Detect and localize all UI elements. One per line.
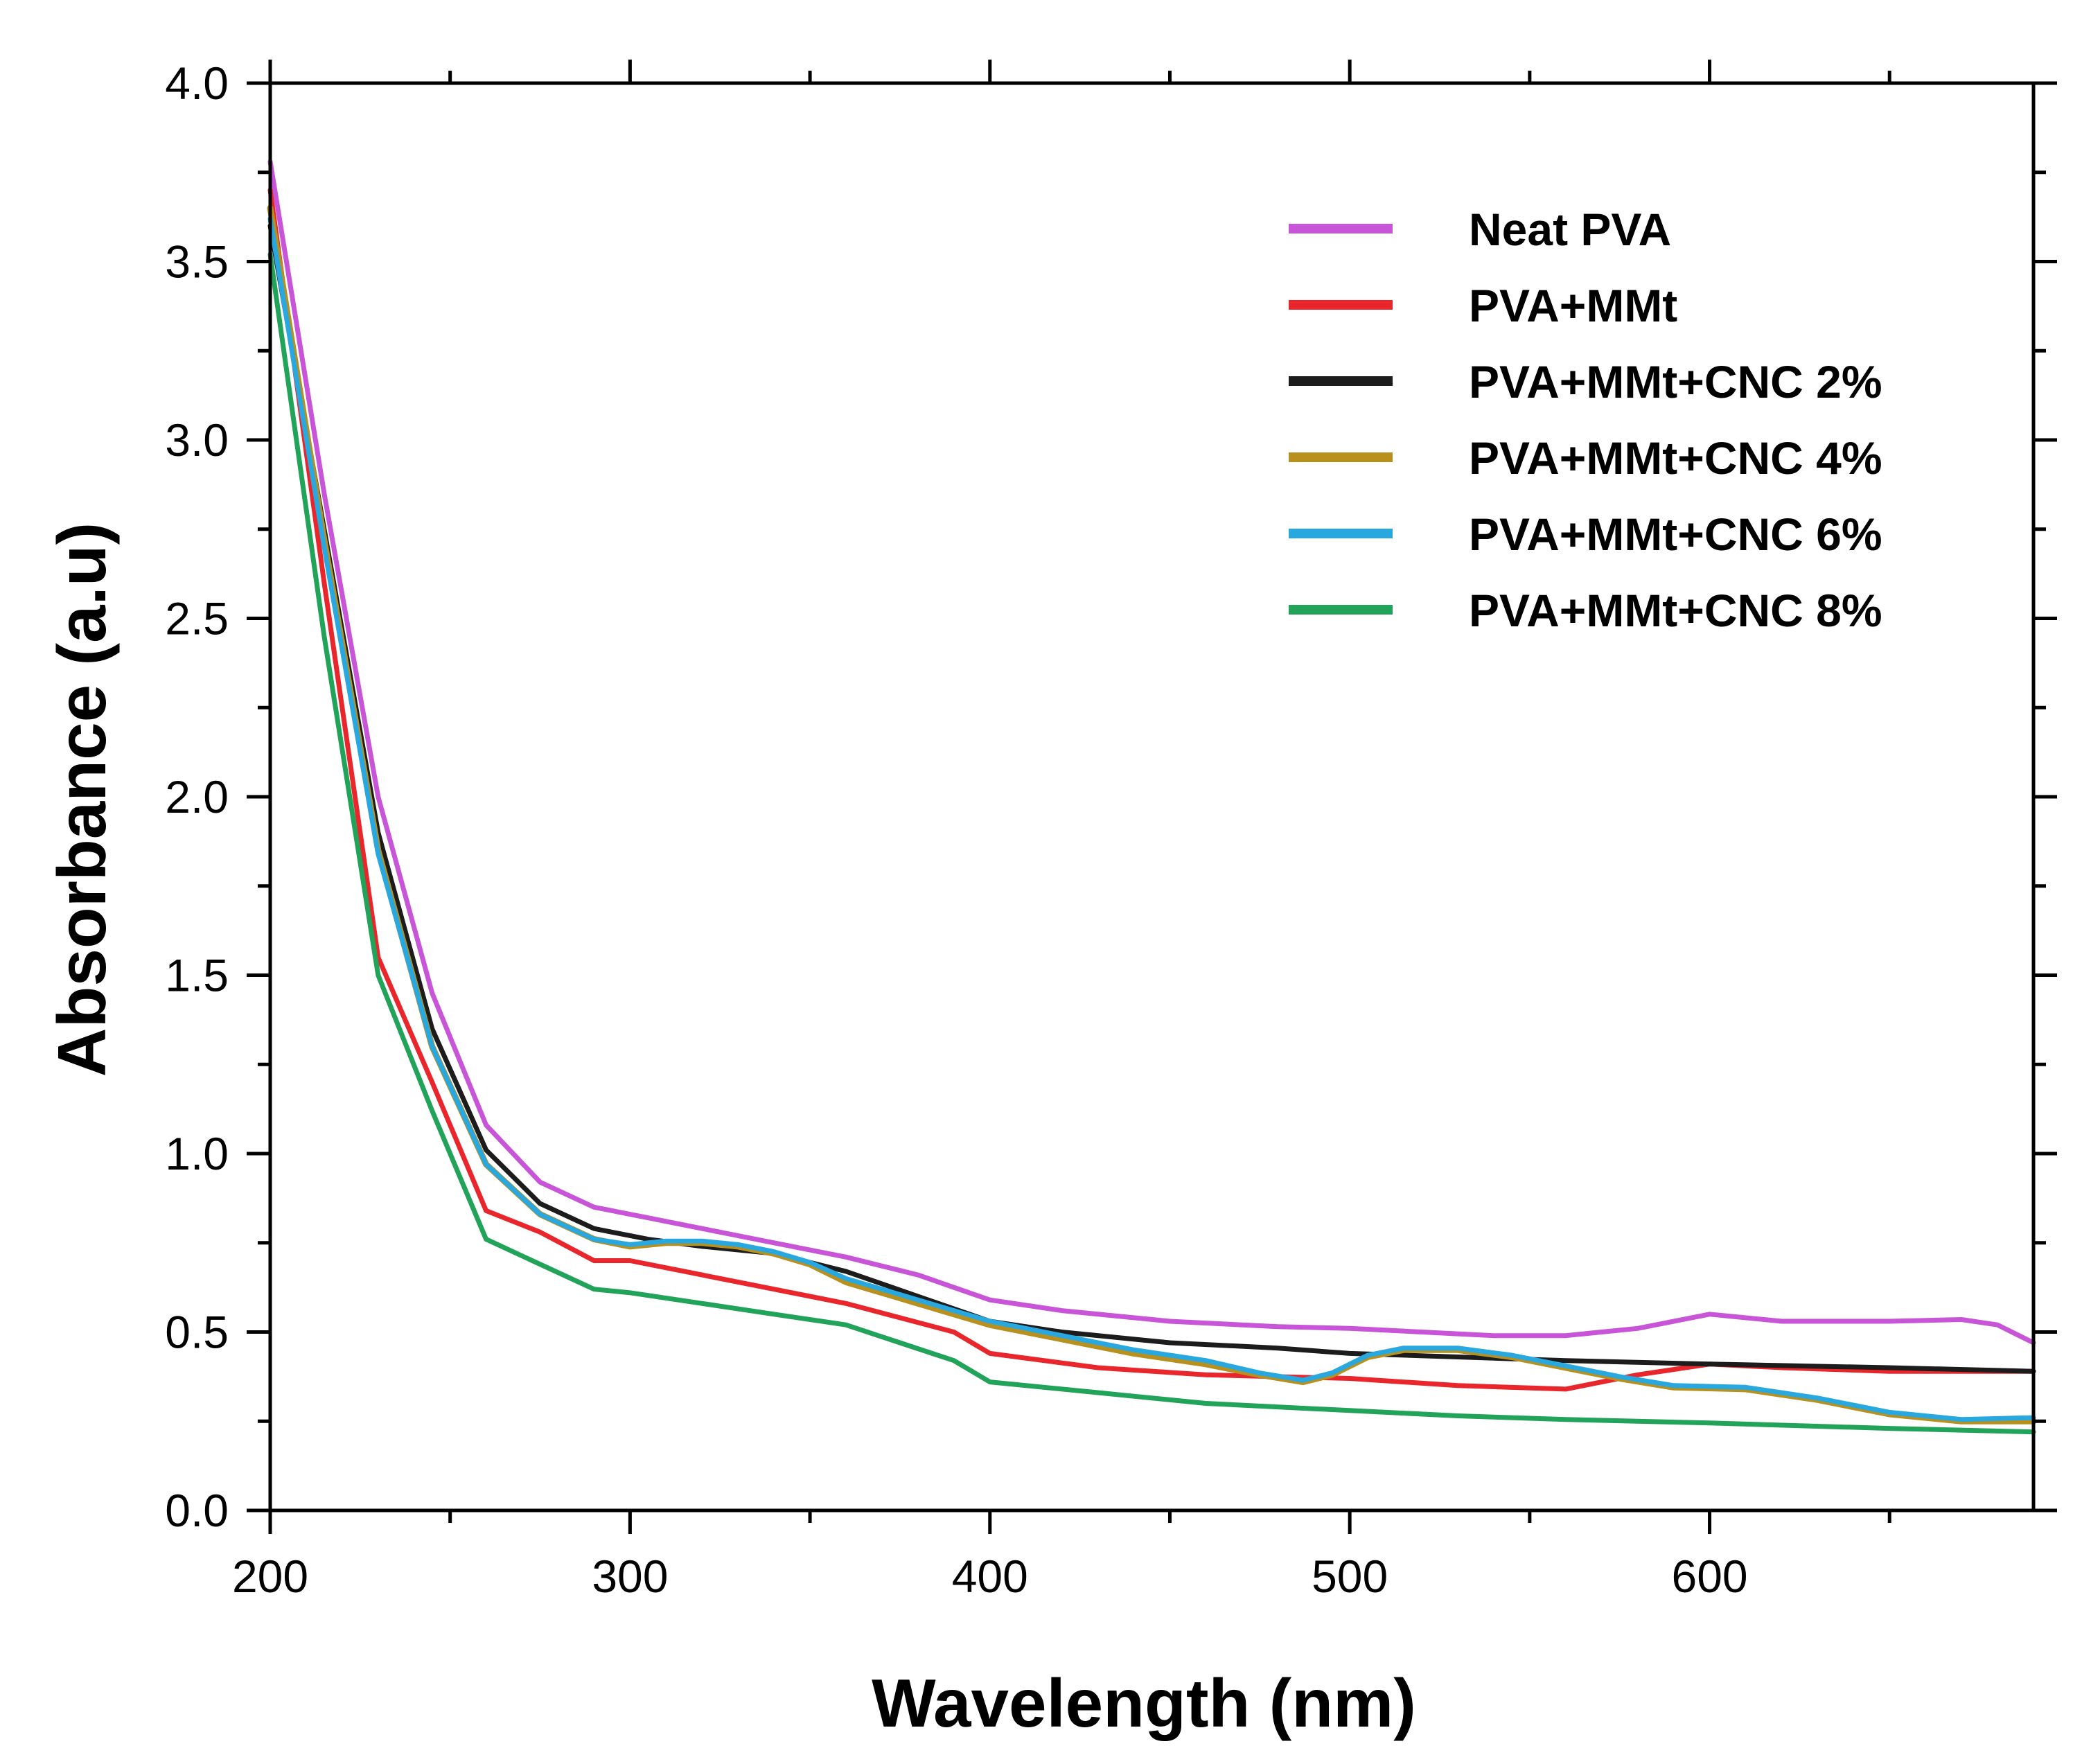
x-tick-label: 500: [1312, 1551, 1388, 1602]
y-tick-label: 1.5: [165, 950, 229, 1001]
y-tick-label: 4.0: [165, 58, 229, 109]
x-tick-label: 200: [232, 1551, 308, 1602]
series-layer: [267, 159, 2037, 1435]
x-axis-title: Wavelength (nm): [872, 1665, 1416, 1741]
legend: Neat PVA PVA+MMt PVA+MMt+CNC 2% PVA+MMt+CNC…: [1289, 204, 1882, 636]
y-tick-label: 1.0: [165, 1128, 229, 1179]
x-tick-label: 600: [1671, 1551, 1747, 1602]
x-tick-label: 300: [592, 1551, 668, 1602]
axes-layer: 200 300 400 500 600 0.0 0.5 1.0 1.5 2.0 2.5 3.0 3.5 4…: [165, 58, 2057, 1602]
y-tick-label: 0.5: [165, 1307, 229, 1358]
legend-label-3: PVA+MMt+CNC 2%: [1469, 356, 1882, 407]
series-line-6: [267, 252, 2036, 1435]
y-tick-label: 2.5: [165, 593, 229, 644]
legend-label-6: PVA+MMt+CNC 8%: [1469, 585, 1882, 636]
legend-label-1: Neat PVA: [1469, 204, 1671, 255]
series-line-1: [267, 159, 2036, 1346]
y-tick-label: 3.5: [165, 236, 229, 288]
x-tick-label: 400: [952, 1551, 1028, 1602]
legend-label-4: PVA+MMt+CNC 4%: [1469, 432, 1882, 484]
legend-label-2: PVA+MMt: [1469, 280, 1677, 331]
series-line-2: [267, 188, 2036, 1392]
y-tick-label: 2.0: [165, 771, 229, 822]
legend-label-5: PVA+MMt+CNC 6%: [1469, 509, 1882, 560]
y-tick-label: 3.0: [165, 414, 229, 466]
y-tick-label: 0.0: [165, 1485, 229, 1536]
series-line-5: [267, 216, 2036, 1422]
y-axis-title: Absorbance (a.u): [44, 522, 120, 1077]
